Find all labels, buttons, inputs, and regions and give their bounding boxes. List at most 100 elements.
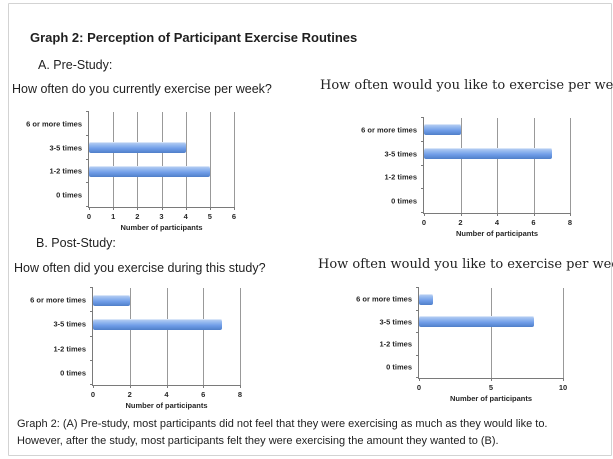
- gridline: [234, 112, 235, 207]
- bar-1-2-times: [89, 165, 210, 177]
- category-label: 1-2 times: [49, 166, 82, 176]
- category-label: 1-2 times: [53, 344, 86, 354]
- x-tick-label: 5: [207, 212, 212, 221]
- gridline: [129, 288, 131, 385]
- bar-6-or-more-times: [424, 124, 461, 136]
- x-axis-tick: [533, 213, 535, 216]
- x-tick-label: 4: [183, 212, 188, 221]
- x-axis-label: Number of participants: [120, 223, 203, 232]
- y-axis-tick: [416, 309, 419, 311]
- x-axis-tick: [491, 378, 492, 381]
- bar-3-5-times: [89, 142, 186, 154]
- x-tick-label: 6: [231, 212, 237, 221]
- bar-3-5-times: [419, 316, 535, 328]
- bar-6-or-more-times: [93, 294, 130, 306]
- gridline: [491, 288, 492, 378]
- x-axis-tick: [113, 207, 115, 210]
- chart-title-pre-desired: How often would you like to exercise per…: [320, 78, 613, 93]
- x-tick-label: 4: [164, 390, 169, 399]
- category-label: 6 or more times: [30, 295, 86, 305]
- y-axis-tick: [421, 164, 424, 166]
- x-axis-tick: [209, 207, 211, 210]
- category-label: 3-5 times: [379, 317, 412, 327]
- x-axis-tick: [460, 213, 462, 216]
- y-axis-tick: [90, 335, 93, 337]
- y-axis-tick: [90, 384, 93, 385]
- x-tick-label: 2: [127, 390, 132, 399]
- x-tick-label: 8: [567, 218, 573, 227]
- x-axis-tick: [234, 207, 235, 210]
- gridline: [185, 112, 187, 207]
- category-label: 3-5 times: [53, 319, 86, 329]
- x-axis-label: Number of participants: [449, 394, 533, 403]
- category-label: 6 or more times: [361, 125, 417, 135]
- category-label: 0 times: [60, 368, 86, 378]
- chart-title-post-desired: How often would you like to exercise per…: [318, 257, 613, 272]
- figure-caption: Graph 2: (A) Pre-study, most participant…: [17, 418, 548, 447]
- y-axis-tick: [421, 188, 424, 190]
- x-tick-label: 2: [458, 218, 463, 227]
- x-axis-tick: [424, 213, 425, 216]
- x-axis-tick: [161, 207, 163, 210]
- gridline: [161, 112, 163, 207]
- gridline: [497, 118, 498, 213]
- gridline: [137, 112, 139, 207]
- gridline: [533, 118, 535, 213]
- bar-3-5-times: [93, 318, 222, 330]
- y-axis-tick: [90, 359, 93, 361]
- category-label: 1-2 times: [384, 172, 417, 182]
- y-axis-tick: [86, 111, 89, 112]
- section-a-label: A. Pre-Study:: [38, 58, 113, 72]
- x-axis-tick: [419, 378, 420, 381]
- chart-title-pre-current: How often do you currently exercise per …: [12, 82, 272, 96]
- x-tick-label: 6: [201, 390, 206, 399]
- y-axis-tick: [416, 332, 419, 333]
- x-tick-label: 1: [111, 212, 116, 221]
- x-tick-label: 0: [421, 218, 427, 227]
- y-axis-tick: [86, 134, 89, 136]
- x-tick-label: 6: [531, 218, 536, 227]
- x-tick-label: 8: [237, 390, 243, 399]
- gridline: [209, 112, 211, 207]
- x-tick-label: 2: [135, 212, 140, 221]
- y-axis-tick: [90, 311, 93, 313]
- category-label: 1-2 times: [379, 339, 412, 349]
- x-tick-label: 3: [159, 212, 164, 221]
- category-label: 0 times: [56, 190, 82, 200]
- category-label: 0 times: [391, 196, 417, 206]
- figure-title: Graph 2: Perception of Participant Exerc…: [30, 30, 358, 45]
- category-label: 6 or more times: [26, 119, 82, 129]
- y-axis-tick: [416, 287, 419, 288]
- y-axis-tick: [86, 158, 89, 160]
- x-tick-label: 5: [488, 383, 494, 392]
- gridline: [240, 288, 241, 385]
- y-axis-tick: [421, 140, 424, 142]
- chart-post-study-exercise: 6 or more times 3-5 times 1-2 times 0 times…: [30, 287, 242, 410]
- chart-pre-current-exercise: 6 or more times 3-5 times 1-2 times 0 times…: [26, 111, 236, 232]
- y-axis-tick: [416, 354, 419, 356]
- category-label: 3-5 times: [49, 143, 82, 153]
- x-tick-label: 10: [558, 383, 568, 392]
- gridline: [460, 118, 462, 213]
- gridline: [166, 288, 168, 385]
- section-b-label: B. Post-Study:: [36, 236, 116, 250]
- gridline: [113, 112, 115, 207]
- chart-pre-desired-exercise: 6 or more times 3-5 times 1-2 times 0 times…: [361, 117, 572, 238]
- x-axis-tick: [185, 207, 187, 210]
- x-tick-label: 0: [86, 212, 92, 221]
- y-axis-tick: [86, 206, 89, 207]
- y-axis-tick: [421, 212, 424, 213]
- category-label: 0 times: [386, 362, 412, 372]
- category-label: 6 or more times: [356, 294, 412, 304]
- x-axis-label: Number of participants: [125, 401, 208, 410]
- x-tick-label: 0: [416, 383, 422, 392]
- y-axis-tick: [416, 377, 419, 378]
- x-axis-label: Number of participants: [455, 229, 539, 238]
- x-axis-tick: [137, 207, 139, 210]
- x-axis-tick: [89, 207, 90, 210]
- x-axis-tick: [563, 378, 564, 381]
- y-axis-tick: [421, 117, 424, 118]
- y-axis-tick: [90, 287, 93, 288]
- gridline: [570, 118, 571, 213]
- bar-6-or-more-times: [419, 293, 434, 305]
